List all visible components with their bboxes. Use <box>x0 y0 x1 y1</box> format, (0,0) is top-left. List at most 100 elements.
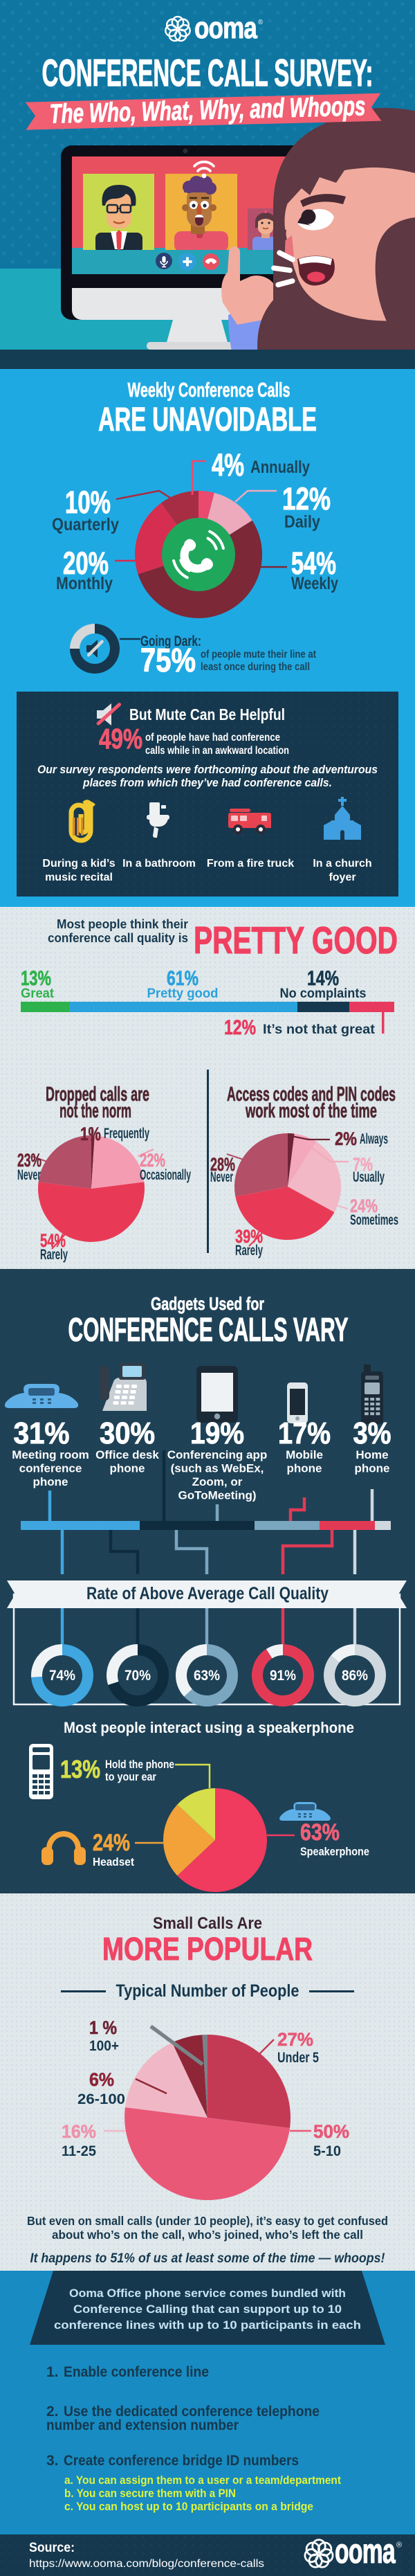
svg-text:75%: 75% <box>140 642 196 679</box>
svg-text:22%: 22% <box>140 1150 165 1171</box>
svg-text:54%: 54% <box>40 1230 66 1251</box>
svg-text:Rate of Above Average Call Qua: Rate of Above Average Call Quality <box>86 1584 329 1603</box>
svg-text:Ooma Office phone service come: Ooma Office phone service comes bundled … <box>69 2287 346 2300</box>
svg-text:Occasionally: Occasionally <box>140 1167 191 1183</box>
svg-text:a. You can assign them to a us: a. You can assign them to a user or a te… <box>64 2474 341 2487</box>
svg-text:Create conference bridge ID nu: Create conference bridge ID numbers <box>64 2453 299 2469</box>
svg-text:3.: 3. <box>46 2453 59 2469</box>
svg-text:19%: 19% <box>190 1416 244 1450</box>
svg-text:Speakerphone: Speakerphone <box>300 1845 369 1858</box>
svg-text:86%: 86% <box>342 1668 368 1684</box>
svg-text:(such as WebEx,: (such as WebEx, <box>171 1462 264 1475</box>
svg-text:Small Calls Are: Small Calls Are <box>153 1914 262 1933</box>
svg-text:to your ear: to your ear <box>105 1771 156 1783</box>
svg-text:23%: 23% <box>17 1150 42 1171</box>
svg-text:PRETTY GOOD: PRETTY GOOD <box>194 919 398 962</box>
svg-text:®: ® <box>396 2541 402 2550</box>
svg-text:Source:: Source: <box>29 2541 75 2555</box>
svg-text:music recital: music recital <box>45 872 113 883</box>
svg-text:In a church: In a church <box>313 858 371 870</box>
svg-text:Never: Never <box>17 1167 41 1183</box>
svg-text:63%: 63% <box>300 1819 340 1846</box>
svg-text:During a kid’s: During a kid’s <box>42 858 115 870</box>
svg-text:of people mute their line at: of people mute their line at <box>201 649 317 660</box>
svg-text:50%: 50% <box>313 2121 349 2142</box>
svg-text:31%: 31% <box>14 1416 70 1450</box>
svg-text:GoToMeeting): GoToMeeting) <box>178 1489 257 1502</box>
svg-text:16%: 16% <box>62 2121 96 2142</box>
svg-text:5-10: 5-10 <box>313 2143 341 2159</box>
svg-text:7%: 7% <box>353 1154 373 1175</box>
svg-text:Annually: Annually <box>250 458 310 477</box>
svg-text:1%: 1% <box>80 1124 101 1144</box>
svg-text:Frequently: Frequently <box>104 1126 149 1142</box>
svg-text:ARE UNAVOIDABLE: ARE UNAVOIDABLE <box>98 402 317 438</box>
svg-text:10%: 10% <box>65 485 111 520</box>
svg-text:1.: 1. <box>46 2364 59 2380</box>
svg-text:Zoom, or: Zoom, or <box>192 1475 243 1488</box>
svg-text:b. You can secure them with a: b. You can secure them with a PIN <box>64 2487 236 2500</box>
svg-text:6%: 6% <box>89 2069 114 2090</box>
svg-text:of people have had conference: of people have had conference <box>145 732 280 744</box>
svg-text:14%: 14% <box>307 967 339 990</box>
svg-text:Dropped calls are: Dropped calls are <box>46 1083 149 1106</box>
svg-text:100+: 100+ <box>89 2038 119 2054</box>
svg-text:2%: 2% <box>335 1128 357 1149</box>
svg-text:4%: 4% <box>212 447 244 483</box>
svg-text:24%: 24% <box>350 1196 378 1216</box>
svg-text:54%: 54% <box>291 546 336 581</box>
svg-text:Always: Always <box>360 1131 388 1147</box>
svg-text:Under 5: Under 5 <box>277 2050 319 2066</box>
svg-text:49%: 49% <box>99 723 142 755</box>
svg-text:Rarely: Rarely <box>40 1247 68 1263</box>
svg-text:No complaints: No complaints <box>280 987 367 1001</box>
svg-text:From a fire truck: From a fire truck <box>207 858 294 870</box>
svg-text:Weekly: Weekly <box>291 574 338 593</box>
svg-text:24%: 24% <box>93 1830 130 1856</box>
svg-text:ooma: ooma <box>335 2534 396 2570</box>
svg-text:3%: 3% <box>353 1416 391 1450</box>
svg-text:https://www.ooma.com/blog/conf: https://www.ooma.com/blog/conference-cal… <box>29 2558 264 2570</box>
svg-text:c. You can host up to 10 parti: c. You can host up to 10 participants on… <box>64 2501 313 2513</box>
svg-text:Never: Never <box>210 1169 233 1185</box>
svg-text:28%: 28% <box>210 1154 235 1175</box>
svg-text:61%: 61% <box>167 967 199 990</box>
svg-text:17%: 17% <box>278 1416 331 1450</box>
svg-text:Weekly Conference Calls: Weekly Conference Calls <box>128 379 290 402</box>
svg-text:least once during the call: least once during the call <box>201 661 310 673</box>
svg-text:Great: Great <box>21 987 55 1001</box>
svg-text:Sometimes: Sometimes <box>350 1212 398 1228</box>
svg-text:11-25: 11-25 <box>62 2143 96 2159</box>
svg-text:Monthly: Monthly <box>56 574 113 593</box>
svg-text:30%: 30% <box>100 1416 155 1450</box>
svg-text:phone: phone <box>355 1462 390 1475</box>
svg-text:about who’s on the call, who’s: about who’s on the call, who’s joined, w… <box>52 2228 363 2242</box>
svg-text:Access codes and PIN codes: Access codes and PIN codes <box>227 1083 396 1106</box>
svg-text:places from which they’ve had: places from which they’ve had conference… <box>82 777 332 789</box>
svg-text:Conferencing app: Conferencing app <box>167 1448 268 1461</box>
svg-text:26-100: 26-100 <box>77 2091 125 2107</box>
svg-text:Mobile: Mobile <box>286 1448 323 1461</box>
svg-text:But even on small calls (under: But even on small calls (under 10 people… <box>27 2214 388 2228</box>
svg-text:12%: 12% <box>224 1016 256 1039</box>
svg-text:13%: 13% <box>60 1755 100 1783</box>
svg-text:Daily: Daily <box>284 512 320 532</box>
svg-text:phone: phone <box>110 1462 145 1475</box>
svg-text:Hold the phone: Hold the phone <box>105 1758 174 1771</box>
svg-text:12%: 12% <box>282 481 331 516</box>
svg-text:It happens to 51% of us at lea: It happens to 51% of us at least some of… <box>30 2251 385 2266</box>
svg-text:Quarterly: Quarterly <box>52 515 119 534</box>
svg-text:2.: 2. <box>46 2404 59 2420</box>
svg-text:It’s not that great: It’s not that great <box>263 1023 376 1037</box>
svg-text:number and extension number: number and extension number <box>46 2417 239 2433</box>
svg-text:CONFERENCE CALLS VARY: CONFERENCE CALLS VARY <box>68 1312 349 1349</box>
svg-text:Our survey respondents were fo: Our survey respondents were forthcoming … <box>37 764 378 776</box>
svg-text:Gadgets Used for: Gadgets Used for <box>151 1293 264 1314</box>
svg-text:In a bathroom: In a bathroom <box>122 858 196 870</box>
svg-text:Typical Number of People: Typical Number of People <box>116 1981 299 2001</box>
svg-text:MORE POPULAR: MORE POPULAR <box>102 1931 313 1967</box>
svg-text:Use the dedicated conference t: Use the dedicated conference telephone <box>64 2404 320 2420</box>
svg-text:Most people think their: Most people think their <box>57 917 188 931</box>
svg-text:foyer: foyer <box>329 872 356 883</box>
svg-text:74%: 74% <box>49 1668 75 1684</box>
